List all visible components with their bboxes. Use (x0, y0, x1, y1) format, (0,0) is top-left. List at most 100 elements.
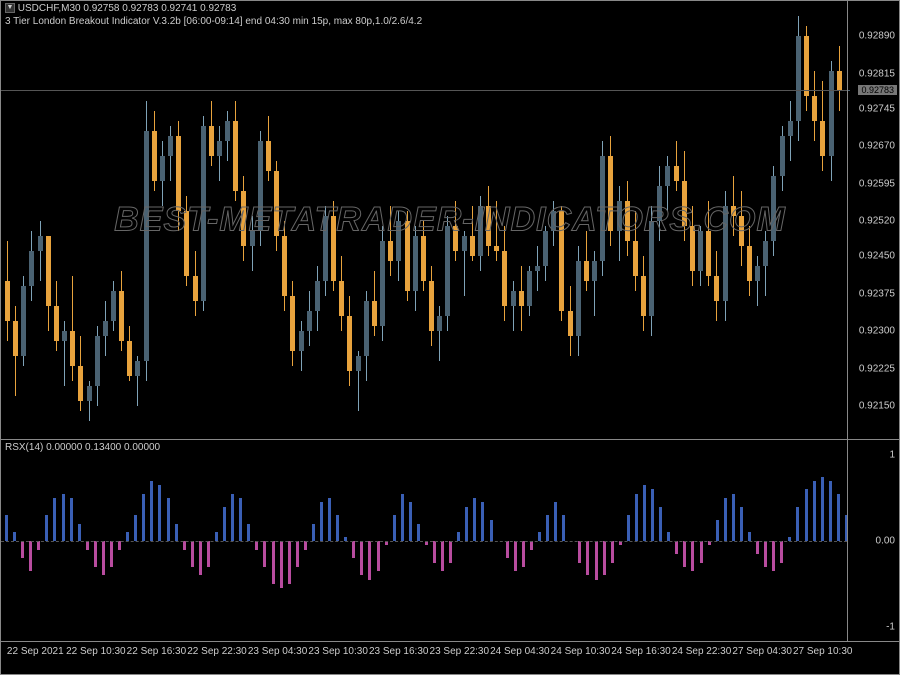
rsx-bar (780, 541, 783, 563)
rsx-bar (150, 481, 153, 541)
rsx-bar (86, 541, 89, 550)
rsx-bar (29, 541, 32, 571)
rsx-bar (675, 541, 678, 554)
price-y-tick: 0.92520 (859, 216, 895, 227)
rsx-bar (312, 524, 315, 541)
rsx-bar (320, 502, 323, 541)
rsx-bar (263, 541, 266, 567)
rsx-bar (724, 498, 727, 541)
rsx-bar (126, 532, 129, 541)
price-y-tick: 0.92595 (859, 178, 895, 189)
rsx-bar (530, 541, 533, 550)
rsx-bar (94, 541, 97, 567)
rsx-bar (764, 541, 767, 567)
rsx-bar (62, 494, 65, 541)
rsx-bar (142, 494, 145, 541)
rsx-bar (805, 489, 808, 541)
rsx-bar (586, 541, 589, 575)
rsx-bar (231, 494, 234, 541)
rsx-bar (433, 541, 436, 563)
rsx-bar (651, 489, 654, 541)
rsx-bar (5, 515, 8, 541)
price-y-tick: 0.92745 (859, 103, 895, 114)
rsx-bar (417, 524, 420, 541)
price-y-tick: 0.92225 (859, 363, 895, 374)
time-tick: 24 Sep 16:30 (611, 646, 671, 657)
rsx-bar (223, 507, 226, 541)
rsx-bar (336, 515, 339, 541)
rsx-bar (837, 494, 840, 541)
rsx-bar (13, 532, 16, 541)
time-tick: 27 Sep 04:30 (732, 646, 792, 657)
rsx-bar (578, 541, 581, 563)
rsx-bar (740, 507, 743, 541)
rsx-bar (643, 485, 646, 541)
rsx-bar (360, 541, 363, 575)
price-y-tick: 0.92890 (859, 31, 895, 42)
price-y-tick: 0.92450 (859, 251, 895, 262)
price-y-tick: 0.92375 (859, 288, 895, 299)
rsx-bar (175, 524, 178, 541)
time-tick: 23 Sep 10:30 (308, 646, 368, 657)
rsx-bar (167, 498, 170, 541)
time-tick: 22 Sep 10:30 (66, 646, 126, 657)
rsx-bar (611, 541, 614, 563)
rsx-bar (215, 532, 218, 541)
current-price-line (1, 90, 847, 91)
price-y-tick: 0.92815 (859, 68, 895, 79)
rsx-bar (514, 541, 517, 571)
rsx-bar (368, 541, 371, 580)
rsx-bar (829, 481, 832, 541)
time-tick: 23 Sep 04:30 (248, 646, 308, 657)
rsx-bar (78, 524, 81, 541)
rsx-bar (449, 541, 452, 563)
rsx-bar (377, 541, 380, 571)
rsx-bar (37, 541, 40, 550)
rsx-bar (700, 541, 703, 563)
rsx-y-tick: 0.00 (876, 536, 895, 547)
price-y-tick: 0.92670 (859, 141, 895, 152)
rsx-bar (70, 498, 73, 541)
rsx-bar (328, 498, 331, 541)
rsx-bar (280, 541, 283, 588)
rsx-bar (401, 494, 404, 541)
rsx-bar (603, 541, 606, 575)
rsx-bar (199, 541, 202, 575)
price-y-tick: 0.92300 (859, 326, 895, 337)
rsx-indicator-panel[interactable]: RSX(14) 0.00000 0.13400 0.00000 10.00-1 (0, 440, 900, 642)
price-chart-panel[interactable]: ▼ USDCHF,M30 0.92758 0.92783 0.92741 0.9… (0, 0, 900, 440)
rsx-bar (667, 532, 670, 541)
rsx-bar (691, 541, 694, 571)
rsx-bar (683, 541, 686, 567)
rsx-bar (481, 502, 484, 541)
rsx-bar (756, 541, 759, 554)
rsx-bar (796, 507, 799, 541)
time-tick: 22 Sep 22:30 (187, 646, 247, 657)
rsx-bar (562, 515, 565, 541)
price-chart-area[interactable] (1, 1, 847, 439)
rsx-bar (393, 515, 396, 541)
price-y-axis: 0.92890 0.92815 0.92745 0.92670 0.92595 0.925… (847, 1, 899, 439)
rsx-bar (239, 498, 242, 541)
rsx-bar (732, 494, 735, 541)
rsx-bar (45, 515, 48, 541)
rsx-bar (255, 541, 258, 550)
rsx-bar (465, 507, 468, 541)
rsx-bar (134, 515, 137, 541)
rsx-bar (304, 541, 307, 550)
time-tick: 23 Sep 22:30 (430, 646, 490, 657)
rsx-bar (748, 532, 751, 541)
rsx-bar (554, 502, 557, 541)
time-tick: 22 Sep 16:30 (127, 646, 187, 657)
rsx-bar (716, 520, 719, 542)
rsx-bar (441, 541, 444, 571)
rsx-bar (207, 541, 210, 567)
rsx-bar (21, 541, 24, 558)
rsx-bar (538, 532, 541, 541)
rsx-bar (272, 541, 275, 584)
rsx-bar (659, 507, 662, 541)
rsx-bar (110, 541, 113, 567)
time-tick: 24 Sep 10:30 (551, 646, 611, 657)
rsx-y-tick: -1 (886, 622, 895, 633)
rsx-bar (183, 541, 186, 550)
